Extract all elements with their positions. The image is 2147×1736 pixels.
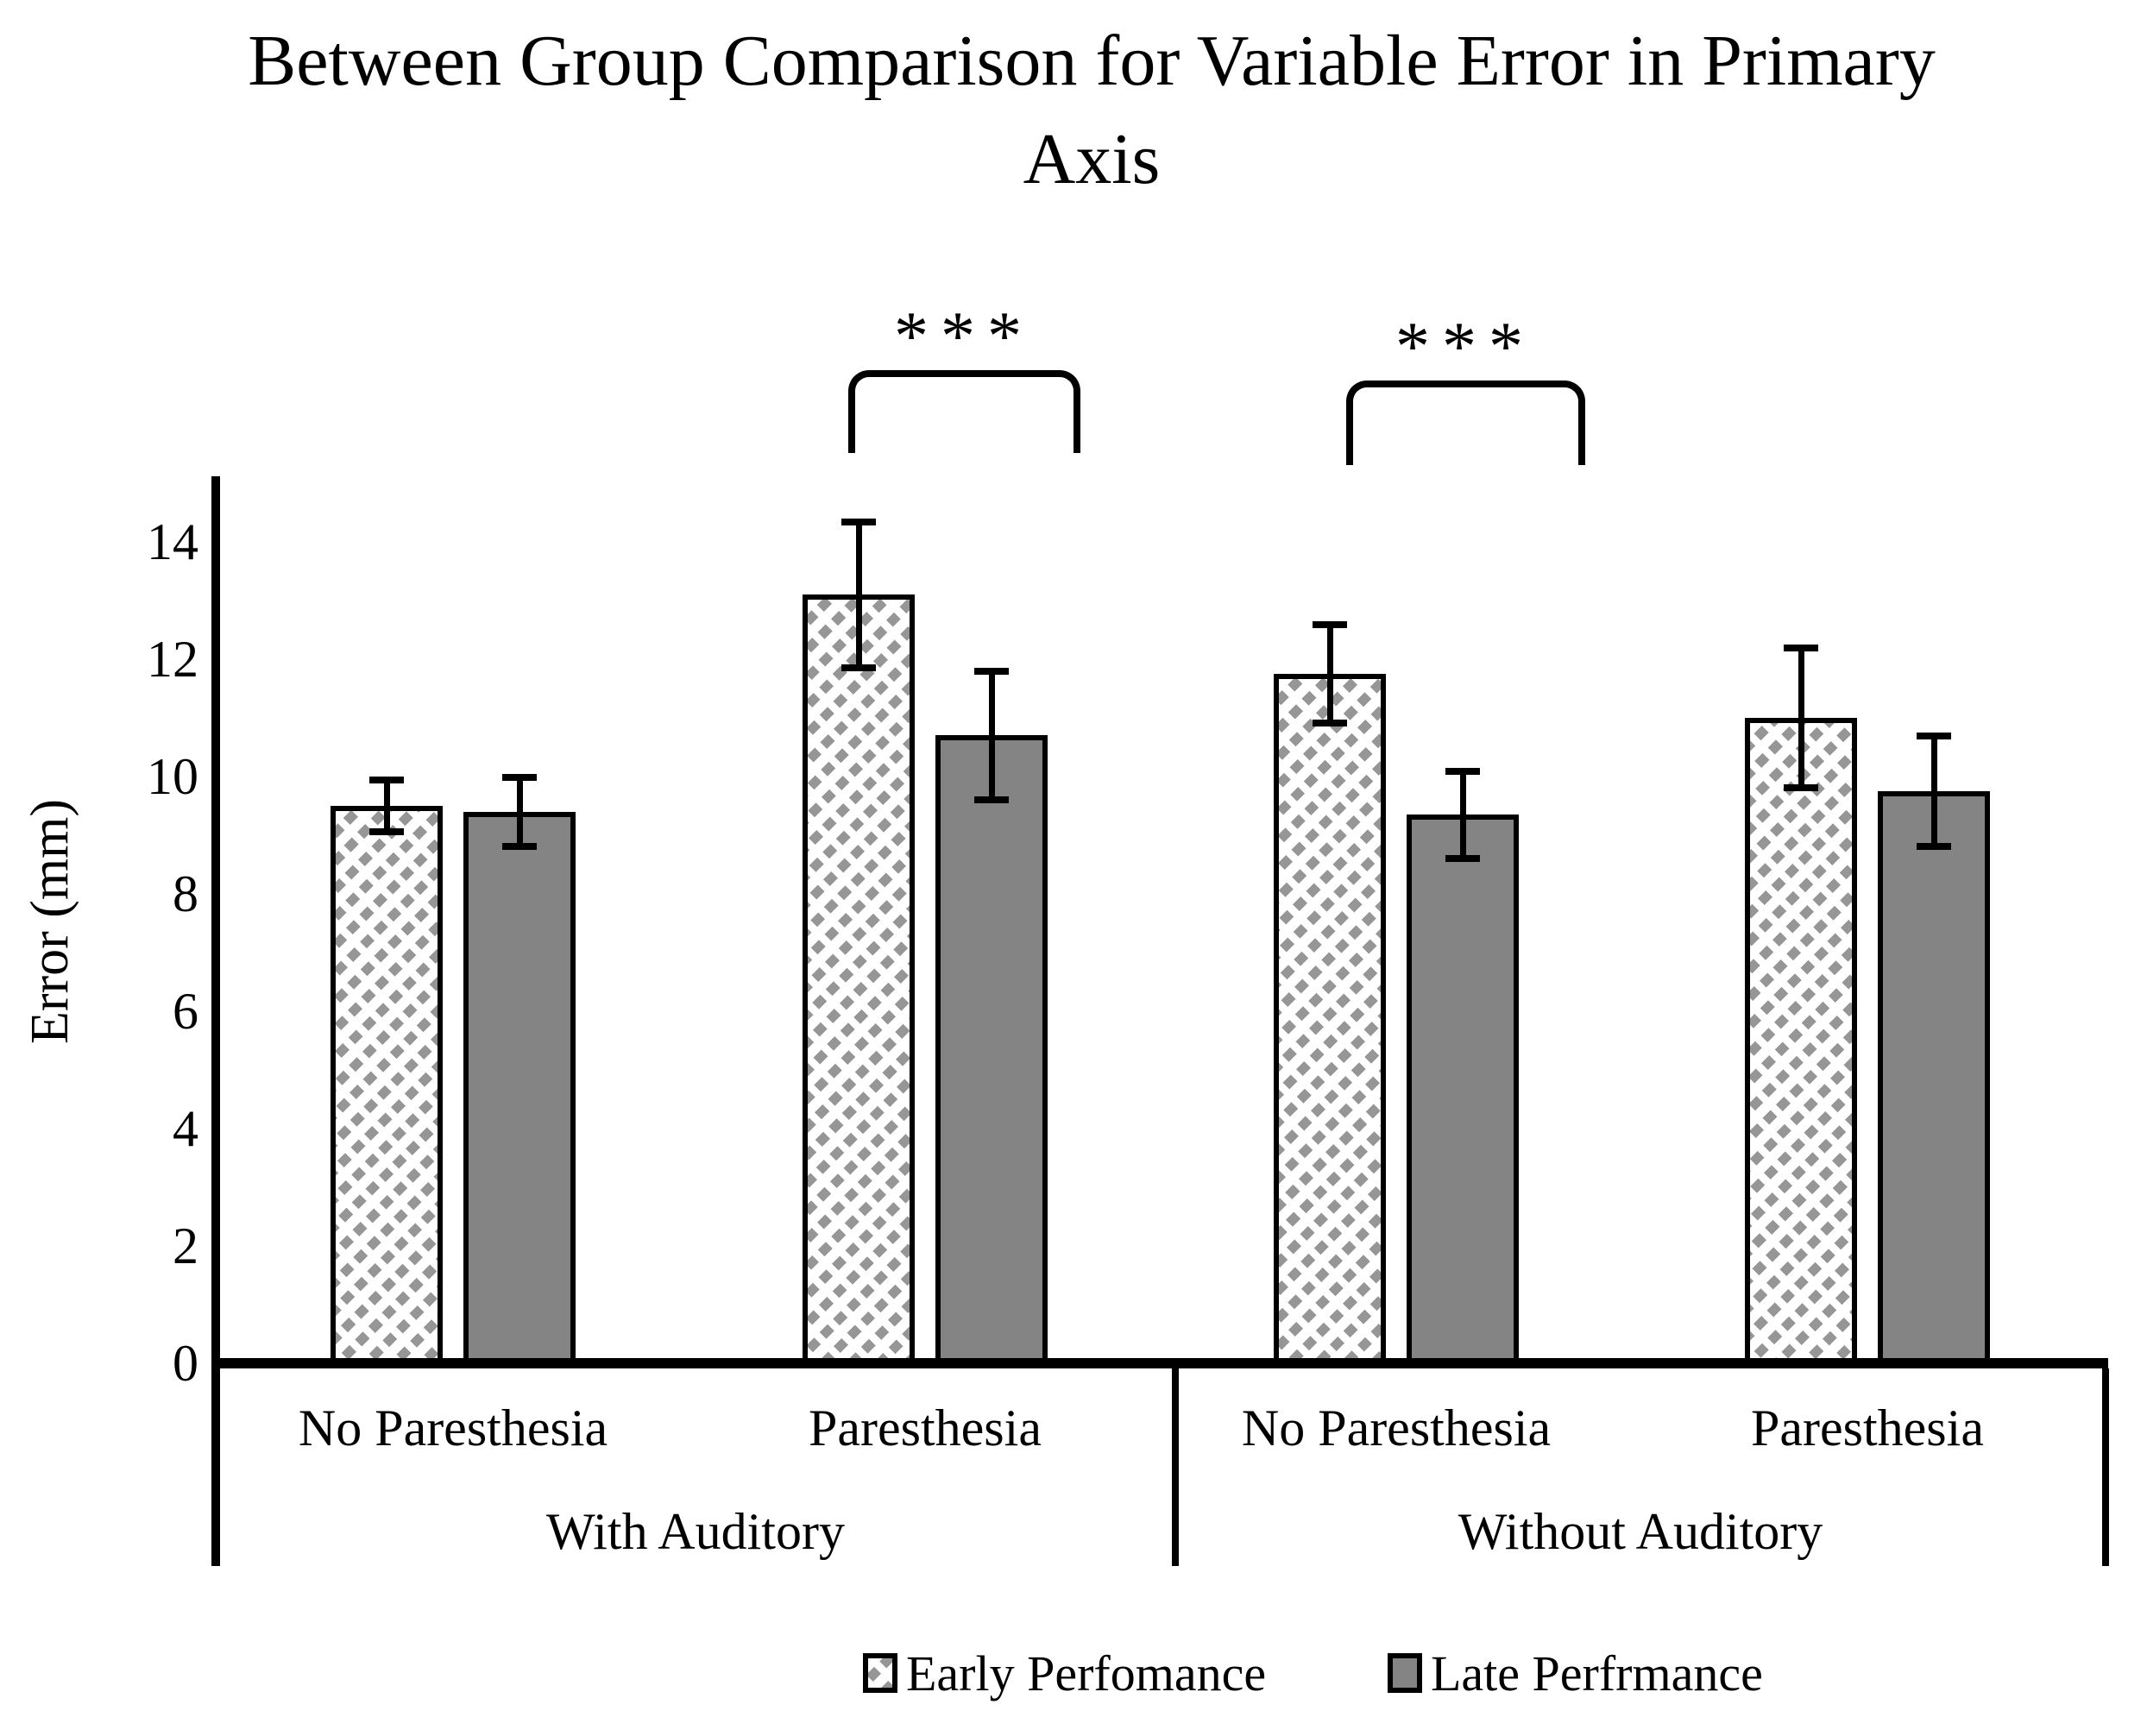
group-divider-line	[1172, 1368, 1179, 1566]
x-axis-line	[211, 1358, 2108, 1368]
error-bar-early-group3	[1326, 621, 1333, 726]
y-tick-label-4: 4	[173, 1100, 198, 1157]
significance-stars-2: ***	[1395, 309, 1535, 385]
category-label-paresthesia-2: Paresthesia	[1751, 1399, 1984, 1456]
error-cap-top-early-group1	[369, 777, 404, 783]
error-cap-top-late-group4	[1917, 733, 1951, 739]
y-tick-label-6: 6	[173, 983, 198, 1040]
significance-bracket-2	[1346, 381, 1585, 465]
bar-late-group2	[935, 735, 1048, 1363]
bar-late-group1	[463, 812, 576, 1363]
error-bar-late-group1	[516, 774, 523, 850]
significance-bracket-1	[848, 370, 1080, 453]
table-right-border-line	[2102, 1368, 2109, 1566]
y-tick-label-2: 2	[173, 1217, 198, 1274]
error-bar-late-group2	[988, 668, 995, 803]
error-cap-top-early-group4	[1784, 645, 1818, 651]
error-bar-early-group4	[1798, 645, 1804, 791]
category-label-paresthesia-1: Paresthesia	[809, 1399, 1042, 1456]
y-axis-line	[211, 476, 220, 1566]
error-cap-top-early-group3	[1313, 621, 1347, 628]
group-label-with-auditory: With Auditory	[546, 1503, 845, 1560]
bar-early-group2	[803, 594, 915, 1363]
bar-early-group1	[331, 806, 443, 1363]
error-cap-top-late-group3	[1445, 768, 1480, 775]
y-tick-label-8: 8	[173, 865, 198, 922]
significance-stars-1: ***	[894, 299, 1034, 374]
error-bar-early-group1	[383, 777, 390, 835]
y-tick-label-0: 0	[173, 1335, 198, 1392]
error-cap-bottom-late-group4	[1917, 843, 1951, 850]
error-cap-top-late-group2	[974, 668, 1009, 675]
error-cap-bottom-late-group1	[502, 843, 537, 850]
error-bar-early-group2	[855, 519, 862, 671]
category-label-no-paresthesia-2: No Paresthesia	[1241, 1399, 1552, 1456]
error-cap-bottom-early-group3	[1313, 720, 1347, 726]
y-tick-label-10: 10	[147, 748, 198, 805]
error-cap-bottom-late-group3	[1445, 855, 1480, 862]
error-cap-bottom-late-group2	[974, 796, 1009, 803]
y-tick-label-14: 14	[147, 513, 198, 570]
legend-label-late: Late Perfrmance	[1431, 1645, 1763, 1701]
bar-early-group3	[1274, 674, 1386, 1363]
error-bar-late-group4	[1930, 733, 1937, 850]
error-cap-top-late-group1	[502, 774, 537, 781]
legend-swatch-late-gray	[1388, 1653, 1422, 1693]
bar-late-group4	[1878, 791, 1990, 1363]
legend-swatch-early-hatched	[863, 1653, 897, 1693]
error-cap-bottom-early-group4	[1784, 784, 1818, 791]
category-label-no-paresthesia-1: No Paresthesia	[298, 1399, 608, 1456]
error-cap-bottom-early-group1	[369, 828, 404, 835]
bar-early-group4	[1745, 718, 1857, 1363]
group-label-without-auditory: Without Auditory	[1458, 1503, 1823, 1560]
y-tick-label-12: 12	[147, 631, 198, 688]
error-cap-top-early-group2	[841, 519, 876, 525]
chart-title-line1: Between Group Comparison for Variable Er…	[248, 21, 1936, 101]
chart-title-line2: Axis	[1023, 119, 1161, 199]
chart-title: Between Group Comparison for Variable Er…	[104, 12, 2080, 209]
bar-late-group3	[1407, 815, 1519, 1363]
error-bar-late-group3	[1459, 768, 1466, 862]
error-cap-bottom-early-group2	[841, 664, 876, 671]
y-axis-title: Error (mm)	[21, 798, 79, 1045]
legend-label-early: Early Perfomance	[906, 1645, 1267, 1701]
